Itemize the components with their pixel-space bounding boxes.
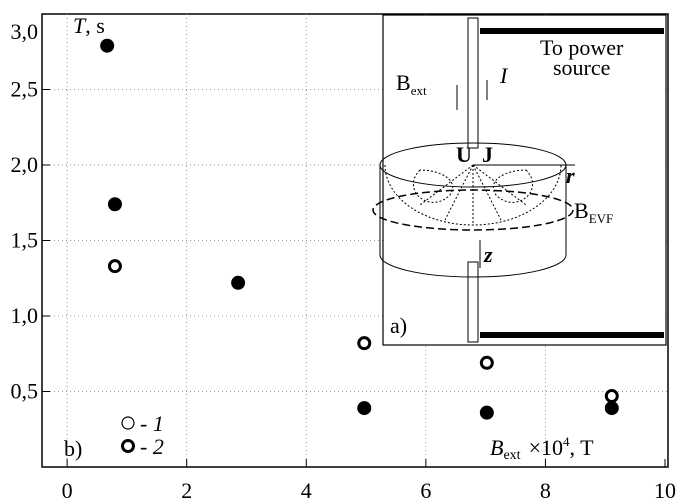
x-axis-label: Bext ×104, T <box>490 434 594 463</box>
vortex <box>413 169 533 203</box>
legend-marker <box>121 416 135 430</box>
electrode-top <box>467 17 479 149</box>
inset-panel-label: a) <box>390 313 407 338</box>
data-point <box>604 401 619 416</box>
y-tick-label: 0,5 <box>11 379 39 404</box>
y-tick-label: 1,0 <box>11 303 39 328</box>
hemisphere <box>384 164 562 226</box>
inset-label: Bext <box>396 70 427 98</box>
current-lines <box>419 164 527 225</box>
data-point <box>357 336 372 351</box>
data-point <box>231 275 246 290</box>
inset-label: z <box>483 242 493 267</box>
y-tick-label: 2,5 <box>11 77 39 102</box>
x-tick-label: 6 <box>420 478 431 503</box>
inset-label: U <box>456 142 472 167</box>
x-tick-label: 2 <box>181 478 192 503</box>
x-tick-label: 0 <box>62 478 73 503</box>
inset: To power source Bext I U J r BEVF z a) <box>372 14 667 346</box>
y-tick-label: 2,0 <box>11 152 39 177</box>
inset-frame <box>382 14 667 346</box>
y-tick-label: 3,0 <box>11 19 39 44</box>
legend-marker <box>121 439 135 453</box>
annotation: b) <box>64 436 82 461</box>
y-axis-label: T, s <box>73 13 105 38</box>
legend-label: - 1 <box>140 411 164 436</box>
inset-label: BEVF <box>574 198 613 226</box>
inset-label: To power <box>540 35 624 60</box>
vessel <box>379 165 567 278</box>
inset-label: J <box>482 142 493 167</box>
data-point <box>107 259 122 274</box>
x-tick-label: 10 <box>654 478 676 503</box>
electrode-bottom <box>467 261 479 343</box>
data-point <box>479 405 494 420</box>
data-point <box>100 38 115 53</box>
data-point <box>357 401 372 416</box>
inset-label: source <box>553 55 610 80</box>
data-point <box>604 389 619 404</box>
inset-label: I <box>499 63 509 88</box>
data-point <box>479 355 494 370</box>
x-tick-label: 8 <box>540 478 551 503</box>
legend-label: - 2 <box>140 434 164 459</box>
y-tick-label: 1,5 <box>11 228 39 253</box>
inset-label: r <box>566 163 575 188</box>
data-point <box>107 197 122 212</box>
x-tick-label: 4 <box>301 478 312 503</box>
grid <box>42 14 668 467</box>
